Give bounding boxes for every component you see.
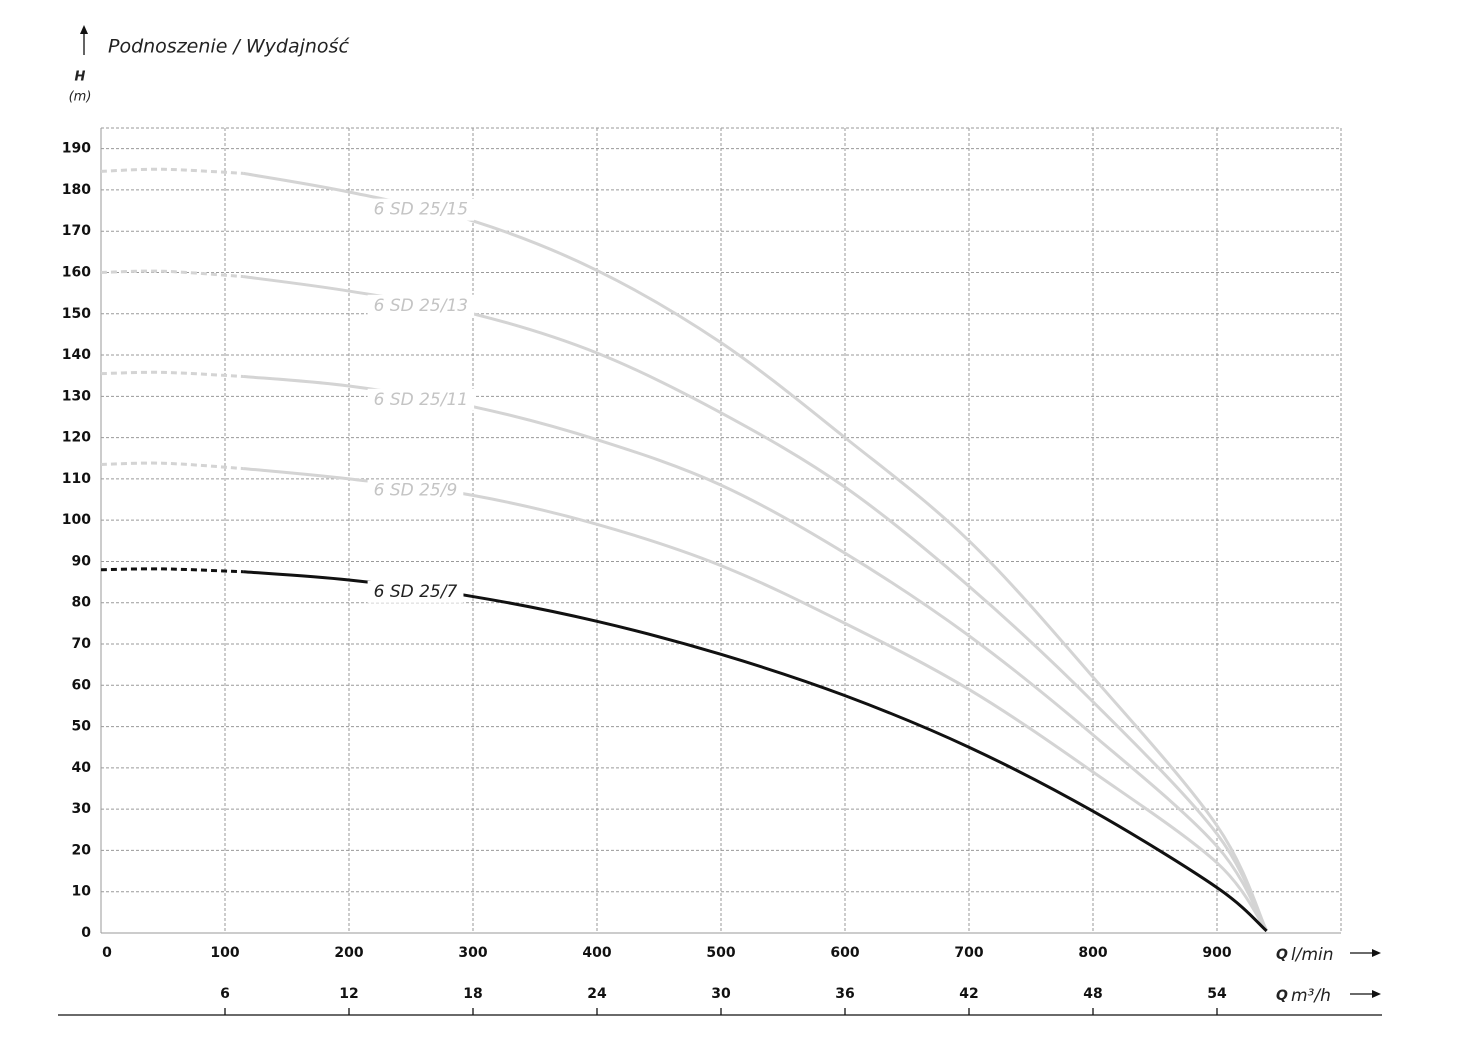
y-tick-label: 60 <box>72 677 92 693</box>
y-tick-label: 130 <box>62 388 91 404</box>
y-tick-label: 140 <box>62 347 91 363</box>
y-tick-label: 170 <box>62 223 91 239</box>
y-tick-label: 120 <box>62 430 91 446</box>
y-tick-label: 50 <box>72 719 92 735</box>
x2-tick-label: 36 <box>835 986 854 1002</box>
x-tick-label: 300 <box>458 945 487 961</box>
x-tick-label: 900 <box>1202 945 1231 961</box>
label-background <box>367 294 475 317</box>
curve-dashed <box>100 167 244 175</box>
x-tick-label: 800 <box>1078 945 1107 961</box>
y-tick-label: 110 <box>62 471 91 487</box>
x-tick-label: 0 <box>102 945 112 961</box>
x-arrow-head <box>1372 949 1381 957</box>
y-tick-label: 160 <box>62 264 91 280</box>
x-tick-label: 700 <box>954 945 983 961</box>
curve-label: 6 SD 25/7 <box>374 582 458 602</box>
y-tick-label: 0 <box>81 925 91 941</box>
curve-label: 6 SD 25/9 <box>374 481 458 501</box>
curve-dashed <box>100 269 244 279</box>
y-tick-label: 150 <box>62 306 91 322</box>
curve-dashed <box>100 370 244 379</box>
curve-label: 6 SD 25/15 <box>374 200 469 220</box>
x2-tick-label: 48 <box>1083 986 1102 1002</box>
curve-labels: 6 SD 25/15 6 SD 25/13 6 SD 25/11 6 SD 25/9 6… <box>367 198 475 603</box>
x-axis-symbol: Q <box>1276 947 1288 963</box>
curves <box>100 167 1268 933</box>
y-tick-label: 80 <box>72 595 92 611</box>
y-tick-label: 10 <box>72 884 92 900</box>
y-tick-label: 40 <box>72 760 92 776</box>
x2-tick-label: 6 <box>220 986 230 1002</box>
curve-dashed <box>100 567 244 574</box>
curve <box>243 171 1268 932</box>
curve-label: 6 SD 25/13 <box>374 296 469 316</box>
y-tick-label: 30 <box>72 801 92 817</box>
y-axis-symbol: H <box>75 70 86 85</box>
y-tick-label: 190 <box>62 141 91 157</box>
y-arrow-head <box>80 25 88 34</box>
x2-tick-label: 12 <box>339 986 358 1002</box>
label-background <box>367 388 475 411</box>
curve-dashed <box>100 461 244 471</box>
label-background <box>367 580 464 603</box>
x2-tick-label: 24 <box>587 986 607 1002</box>
x-tick-label: 100 <box>210 945 239 961</box>
x2-tick-label: 42 <box>959 986 978 1002</box>
x2-axis-unit: m³/h <box>1291 986 1331 1006</box>
y-axis-unit: (m) <box>69 90 92 105</box>
y-tick-label: 20 <box>72 842 92 858</box>
x2-arrow-head <box>1372 990 1381 998</box>
x-tick-label: 600 <box>830 945 859 961</box>
x-tick-label: 400 <box>582 945 611 961</box>
y-tick-label: 70 <box>72 636 92 652</box>
x2-tick-label: 54 <box>1207 986 1227 1002</box>
x2-axis-symbol: Q <box>1276 988 1288 1004</box>
curve <box>243 375 1268 932</box>
x-tick-label: 500 <box>706 945 735 961</box>
label-background <box>367 198 475 221</box>
curve <box>243 275 1268 932</box>
x-axis-unit: l/min <box>1291 945 1334 965</box>
y-tick-label: 90 <box>72 553 92 569</box>
x-tick-label: 200 <box>334 945 363 961</box>
x2-tick-label: 30 <box>711 986 731 1002</box>
y-tick-label: 100 <box>62 512 91 528</box>
chart-title: Podnoszenie / Wydajność <box>108 36 350 58</box>
x2-tick-label: 18 <box>463 986 482 1002</box>
curve-label: 6 SD 25/11 <box>374 390 469 410</box>
label-background <box>367 479 464 502</box>
y-tick-label: 180 <box>62 182 91 198</box>
